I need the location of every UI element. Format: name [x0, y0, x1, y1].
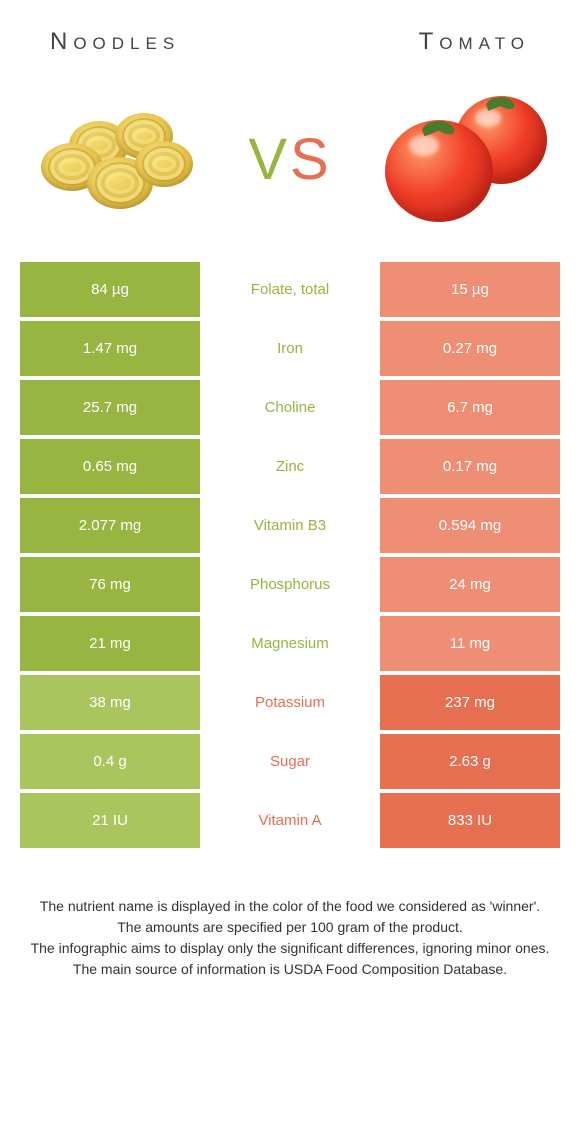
- value-right: 833 IU: [380, 793, 560, 848]
- vs-v: V: [248, 127, 290, 192]
- nutrient-label: Iron: [200, 321, 380, 376]
- footer-line: The main source of information is USDA F…: [28, 959, 552, 980]
- header: Noodles Tomato: [0, 0, 580, 74]
- nutrient-row: 0.65 mgZinc0.17 mg: [20, 439, 560, 494]
- value-left: 21 mg: [20, 616, 200, 671]
- value-right: 0.27 mg: [380, 321, 560, 376]
- value-left: 21 IU: [20, 793, 200, 848]
- vs-s: S: [290, 127, 332, 192]
- value-left: 1.47 mg: [20, 321, 200, 376]
- value-left: 38 mg: [20, 675, 200, 730]
- nutrient-row: 21 IUVitamin A833 IU: [20, 793, 560, 848]
- footer-line: The nutrient name is displayed in the co…: [28, 896, 552, 917]
- value-right: 24 mg: [380, 557, 560, 612]
- nutrient-label: Vitamin A: [200, 793, 380, 848]
- nutrient-label: Folate, total: [200, 262, 380, 317]
- value-left: 0.4 g: [20, 734, 200, 789]
- image-row: VS: [0, 74, 580, 262]
- nutrient-row: 84 µgFolate, total15 µg: [20, 262, 560, 317]
- value-left: 2.077 mg: [20, 498, 200, 553]
- nutrient-row: 0.4 gSugar2.63 g: [20, 734, 560, 789]
- title-left: Noodles: [50, 28, 180, 56]
- value-right: 11 mg: [380, 616, 560, 671]
- value-right: 6.7 mg: [380, 380, 560, 435]
- nutrient-row: 2.077 mgVitamin B30.594 mg: [20, 498, 560, 553]
- footer-line: The infographic aims to display only the…: [28, 938, 552, 959]
- tomato-image: [372, 84, 552, 234]
- nutrient-table: 84 µgFolate, total15 µg1.47 mgIron0.27 m…: [0, 262, 580, 848]
- value-right: 0.17 mg: [380, 439, 560, 494]
- footer-notes: The nutrient name is displayed in the co…: [0, 852, 580, 980]
- value-right: 0.594 mg: [380, 498, 560, 553]
- noodles-image: [28, 84, 208, 234]
- nutrient-label: Zinc: [200, 439, 380, 494]
- title-right: Tomato: [419, 28, 530, 56]
- nutrient-label: Vitamin B3: [200, 498, 380, 553]
- nutrient-label: Sugar: [200, 734, 380, 789]
- value-right: 237 mg: [380, 675, 560, 730]
- vs-label: VS: [248, 126, 331, 193]
- nutrient-label: Choline: [200, 380, 380, 435]
- nutrient-label: Phosphorus: [200, 557, 380, 612]
- nutrient-row: 38 mgPotassium237 mg: [20, 675, 560, 730]
- value-left: 25.7 mg: [20, 380, 200, 435]
- value-left: 0.65 mg: [20, 439, 200, 494]
- footer-line: The amounts are specified per 100 gram o…: [28, 917, 552, 938]
- nutrient-row: 76 mgPhosphorus24 mg: [20, 557, 560, 612]
- value-left: 84 µg: [20, 262, 200, 317]
- value-left: 76 mg: [20, 557, 200, 612]
- value-right: 2.63 g: [380, 734, 560, 789]
- value-right: 15 µg: [380, 262, 560, 317]
- nutrient-row: 25.7 mgCholine6.7 mg: [20, 380, 560, 435]
- nutrient-row: 21 mgMagnesium11 mg: [20, 616, 560, 671]
- nutrient-label: Potassium: [200, 675, 380, 730]
- nutrient-label: Magnesium: [200, 616, 380, 671]
- nutrient-row: 1.47 mgIron0.27 mg: [20, 321, 560, 376]
